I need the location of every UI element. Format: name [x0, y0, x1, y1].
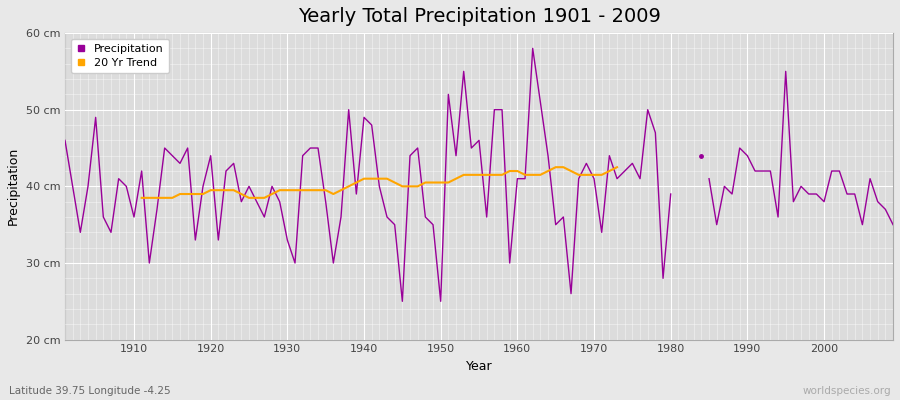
X-axis label: Year: Year: [465, 360, 492, 373]
Title: Yearly Total Precipitation 1901 - 2009: Yearly Total Precipitation 1901 - 2009: [298, 7, 661, 26]
Text: Latitude 39.75 Longitude -4.25: Latitude 39.75 Longitude -4.25: [9, 386, 171, 396]
Legend: Precipitation, 20 Yr Trend: Precipitation, 20 Yr Trend: [70, 39, 169, 73]
Y-axis label: Precipitation: Precipitation: [7, 147, 20, 226]
Text: worldspecies.org: worldspecies.org: [803, 386, 891, 396]
